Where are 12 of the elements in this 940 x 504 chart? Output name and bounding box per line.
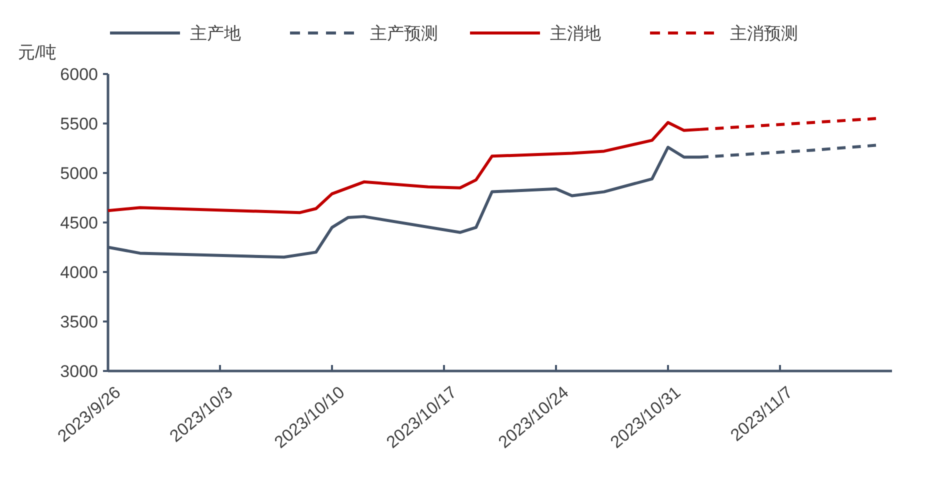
legend-label: 主消地 bbox=[550, 24, 601, 43]
legend-label: 主产预测 bbox=[370, 24, 438, 43]
y-tick-label: 3500 bbox=[60, 312, 98, 332]
legend-label: 主产地 bbox=[190, 24, 241, 43]
y-tick-label: 5000 bbox=[60, 164, 98, 183]
y-tick-label: 4500 bbox=[60, 213, 98, 232]
y-tick-label: 5500 bbox=[60, 114, 98, 134]
y-axis-title: 元/吨 bbox=[18, 43, 57, 62]
legend-label: 主消预测 bbox=[730, 24, 798, 43]
y-tick-label: 3000 bbox=[60, 362, 98, 381]
y-tick-label: 4000 bbox=[60, 262, 98, 282]
y-tick-label: 6000 bbox=[60, 64, 98, 84]
